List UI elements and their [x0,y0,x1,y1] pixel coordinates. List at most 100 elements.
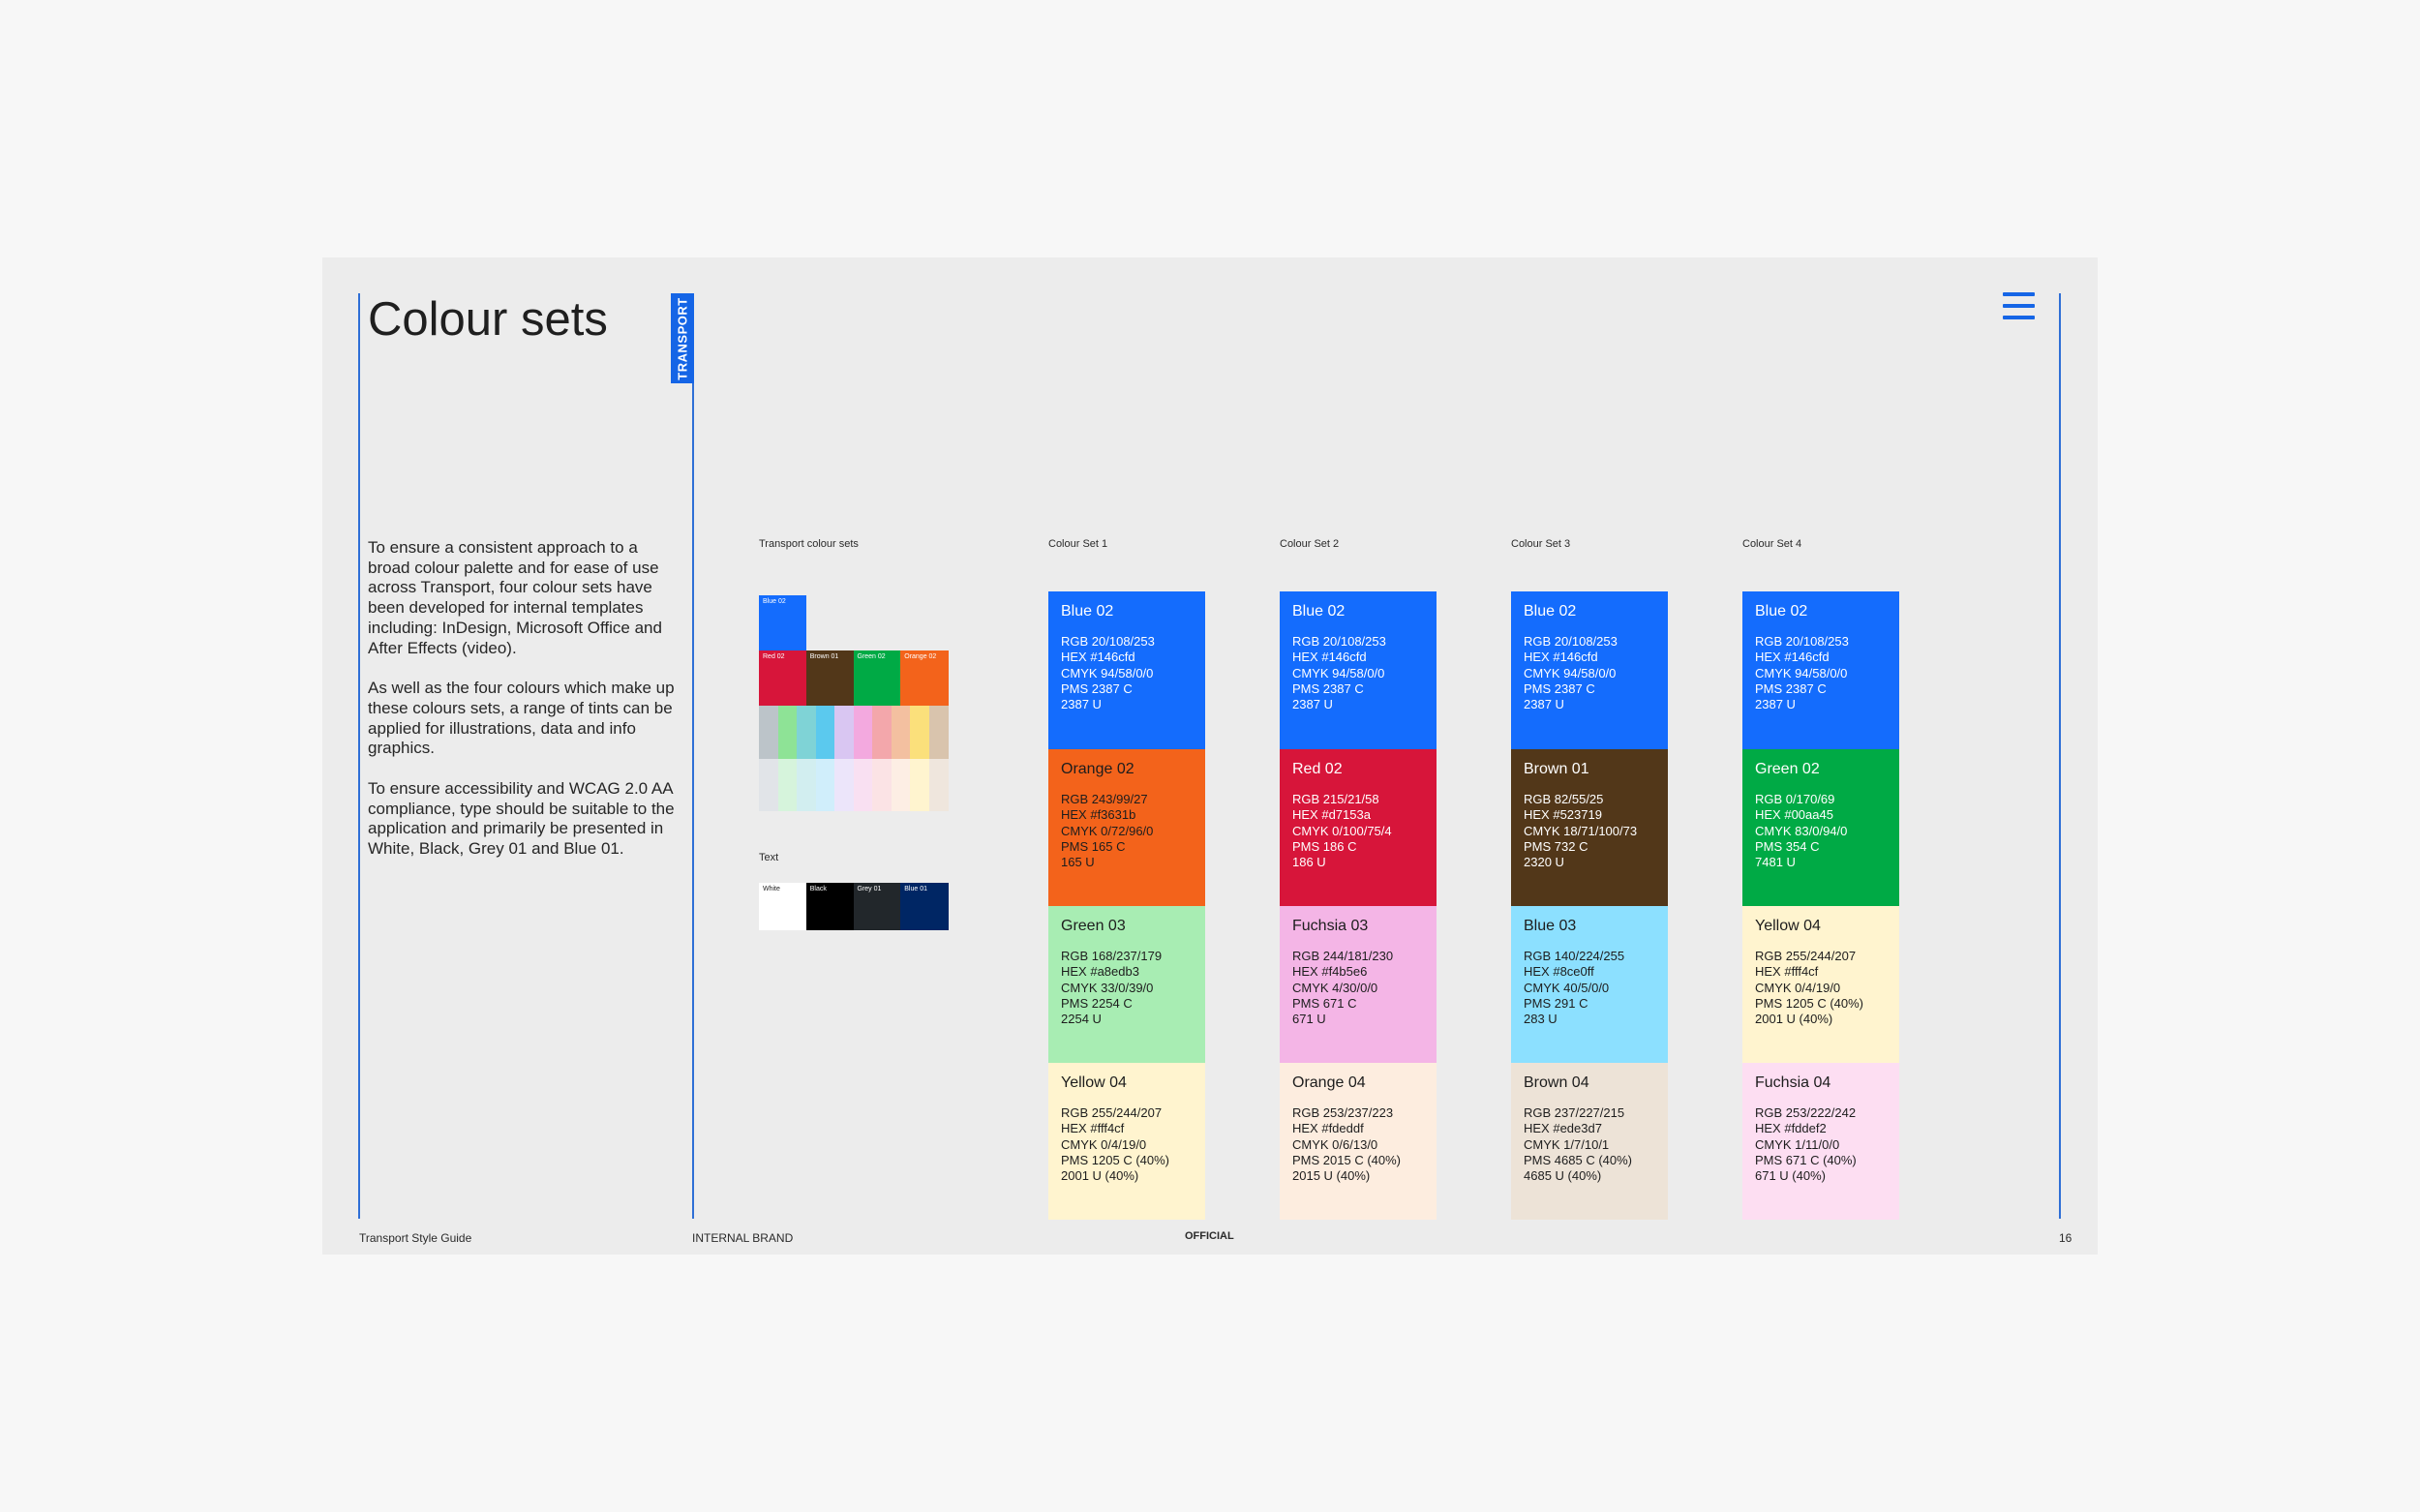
swatch-spec-line: HEX #fddef2 [1755,1121,1827,1136]
swatch-specs: RGB 255/244/207 HEX #fff4cf CMYK 0/4/19/0 P… [1755,949,1887,1027]
swatch-spec-line: 2387 U [1292,697,1333,712]
swatch-spec-line: CMYK 1/11/0/0 [1755,1136,1840,1152]
swatch-spec-line: 2254 U [1061,1012,1102,1027]
swatch-specs: RGB 82/55/25 HEX #523719 CMYK 18/71/100/73… [1524,792,1655,870]
tint-chip [928,759,949,811]
swatch-spec-line: CMYK 0/4/19/0 [1755,980,1841,995]
swatch-name: Blue 02 [1292,603,1346,620]
swatch-spec-line: CMYK 1/7/10/1 [1524,1136,1610,1152]
footer-section: INTERNAL BRAND [692,1231,794,1245]
tint-chip [928,706,949,759]
swatch-spec-line: RGB 237/227/215 [1524,1105,1625,1120]
swatch-spec-line: CMYK 40/5/0/0 [1524,980,1610,995]
swatch-spec-line: 2001 U (40%) [1061,1168,1139,1184]
colour-set-title: Colour Set 1 [1048,538,1108,550]
swatch-spec-line: HEX #00aa45 [1755,807,1833,823]
swatch-spec-line: HEX #8ce0ff [1524,964,1594,980]
swatch-spec-line: PMS 354 C [1755,838,1820,854]
text-colour-chip: Grey 01 [853,883,901,930]
colour-swatch: Orange 04 RGB 253/237/223 HEX #fdeddf CMYK … [1280,1063,1437,1220]
swatch-spec-line: HEX #fff4cf [1061,1121,1125,1136]
colour-swatch: Red 02 RGB 215/21/58 HEX #d7153a CMYK 0/100… [1280,749,1437,906]
swatch-spec-line: CMYK 94/58/0/0 [1524,665,1617,680]
swatch-name: Green 03 [1061,918,1126,934]
swatch-specs: RGB 237/227/215 HEX #ede3d7 CMYK 1/7/10/1 P… [1524,1105,1655,1184]
swatch-spec-line: HEX #a8edb3 [1061,964,1139,980]
swatch-spec-line: CMYK 94/58/0/0 [1292,665,1385,680]
swatch-spec-line: RGB 253/222/242 [1755,1105,1857,1120]
overview-label: Transport colour sets [759,538,859,550]
chip-label: Black [809,886,827,892]
swatch-spec-line: CMYK 0/100/75/4 [1292,823,1392,838]
tint-chip [853,706,873,759]
swatch-spec-line: 2001 U (40%) [1755,1012,1833,1027]
footer-guide-title: Transport Style Guide [359,1231,472,1245]
swatch-spec-line: PMS 2254 C [1061,995,1133,1011]
swatch-name: Orange 04 [1292,1074,1366,1091]
swatch-spec-line: 2387 U [1755,697,1796,712]
divider-rule [692,293,694,1219]
right-rule [2059,293,2061,1219]
swatch-spec-line: PMS 1205 C (40%) [1061,1152,1169,1167]
swatch-name: Yellow 04 [1755,918,1821,934]
tint-chip [777,759,798,811]
swatch-name: Blue 02 [1524,603,1577,620]
swatch-spec-line: 283 U [1524,1012,1558,1027]
swatch-name: Fuchsia 03 [1292,918,1369,934]
swatch-spec-line: CMYK 0/4/19/0 [1061,1136,1147,1152]
colour-set-title: Colour Set 3 [1511,538,1571,550]
swatch-spec-line: 671 U [1292,1012,1326,1027]
swatch-spec-line: 165 U [1061,855,1095,870]
swatch-spec-line: CMYK 33/0/39/0 [1061,980,1154,995]
menu-icon[interactable] [2003,292,2035,319]
swatch-spec-line: RGB 20/108/253 [1061,634,1155,649]
swatch-name: Red 02 [1292,761,1343,777]
chip-label: Orange 02 [904,653,937,660]
overview-chip: Red 02 [759,650,807,706]
swatch-spec-line: RGB 244/181/230 [1292,949,1394,963]
colour-swatch: Orange 02 RGB 243/99/27 HEX #f3631b CMYK 0/… [1048,749,1205,906]
tint-chip [910,706,929,759]
swatch-spec-line: HEX #fff4cf [1755,964,1819,980]
swatch-spec-line: RGB 82/55/25 [1524,792,1604,806]
tint-chip [834,706,854,759]
swatch-specs: RGB 168/237/179 HEX #a8edb3 CMYK 33/0/39/0… [1061,949,1193,1027]
swatch-specs: RGB 253/237/223 HEX #fdeddf CMYK 0/6/13/0 P… [1292,1105,1424,1184]
colour-swatch: Blue 02 RGB 20/108/253 HEX #146cfd CMYK 94/… [1742,591,1899,749]
swatch-spec-line: HEX #146cfd [1292,650,1367,665]
swatch-specs: RGB 20/108/253 HEX #146cfd CMYK 94/58/0/0 P… [1292,634,1424,712]
swatch-spec-line: 4685 U (40%) [1524,1168,1602,1184]
swatch-specs: RGB 243/99/27 HEX #f3631b CMYK 0/72/96/0 PM… [1061,792,1193,870]
chip-label: Green 02 [857,653,886,660]
swatch-spec-line: HEX #146cfd [1524,650,1598,665]
swatch-specs: RGB 140/224/255 HEX #8ce0ff CMYK 40/5/0/0 P… [1524,949,1655,1027]
tint-chip [815,759,835,811]
swatch-name: Blue 03 [1524,918,1577,934]
swatch-spec-line: PMS 291 C [1524,995,1588,1011]
swatch-specs: RGB 255/244/207 HEX #fff4cf CMYK 0/4/19/0 P… [1061,1105,1193,1184]
swatch-name: Blue 02 [1061,603,1114,620]
swatch-spec-line: HEX #f4b5e6 [1292,964,1368,980]
tint-chip [797,706,816,759]
swatch-spec-line: PMS 2387 C [1524,680,1595,696]
swatch-spec-line: HEX #f3631b [1061,807,1136,823]
swatch-spec-line: HEX #523719 [1524,807,1602,823]
footer-classification: OFFICIAL [1185,1230,1234,1242]
swatch-spec-line: PMS 4685 C (40%) [1524,1152,1632,1167]
text-colours-label: Text [759,852,779,863]
swatch-spec-line: 2387 U [1061,697,1102,712]
tint-chip [815,706,835,759]
swatch-specs: RGB 20/108/253 HEX #146cfd CMYK 94/58/0/0 P… [1061,634,1193,712]
swatch-specs: RGB 253/222/242 HEX #fddef2 CMYK 1/11/0/0 P… [1755,1105,1887,1184]
swatch-spec-line: CMYK 94/58/0/0 [1061,665,1154,680]
swatch-spec-line: RGB 20/108/253 [1524,634,1618,649]
tint-chip [853,759,873,811]
tint-chip [891,759,911,811]
swatch-spec-line: RGB 253/237/223 [1292,1105,1394,1120]
overview-chip: Brown 01 [805,650,854,706]
swatch-spec-line: RGB 243/99/27 [1061,792,1148,806]
overview-primary-chip: Blue 02 [759,595,806,650]
text-colour-chip: White [759,883,807,930]
swatch-spec-line: HEX #d7153a [1292,807,1371,823]
swatch-specs: RGB 20/108/253 HEX #146cfd CMYK 94/58/0/0 P… [1524,634,1655,712]
